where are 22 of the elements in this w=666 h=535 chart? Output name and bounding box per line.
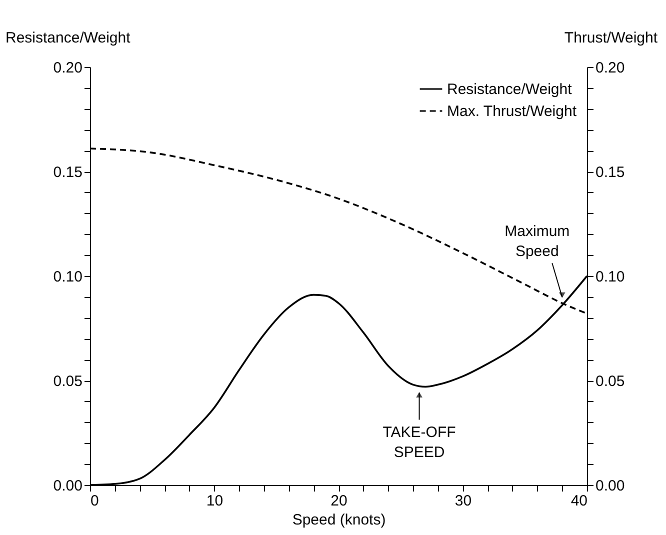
x-axis-title: Speed (knots)	[292, 512, 386, 528]
y-tick-label: 0.20	[53, 60, 82, 76]
annotation: Maximum Speed	[504, 223, 570, 260]
y2-tick-label: 0.10	[596, 268, 625, 286]
x-tick-label: 30	[454, 492, 472, 510]
y2-tick-label: 0.15	[596, 164, 625, 181]
y-tick-label: 0.10	[53, 268, 82, 286]
x-tick-label: 10	[206, 492, 224, 510]
annotation: TAKE-OFF SPEED	[382, 424, 456, 461]
y-tick-label: 0.05	[53, 373, 82, 390]
y-tick-label: 0.00	[53, 478, 82, 494]
x-tick-label: 20	[330, 492, 348, 510]
legend-label: Resistance/Weight	[447, 81, 573, 98]
x-tick-label: 0	[90, 492, 99, 510]
y-axis-title: Resistance/Weight	[6, 30, 132, 46]
y2-tick-label: 0.00	[596, 478, 625, 494]
x-tick-label: 40	[570, 492, 588, 510]
y2-tick-label: 0.20	[596, 60, 625, 76]
y2-tick-label: 0.05	[596, 373, 625, 390]
y2-axis-title: Thrust/Weight	[564, 30, 658, 46]
y-tick-label: 0.15	[53, 164, 82, 181]
legend-label: Max. Thrust/Weight	[447, 103, 578, 120]
